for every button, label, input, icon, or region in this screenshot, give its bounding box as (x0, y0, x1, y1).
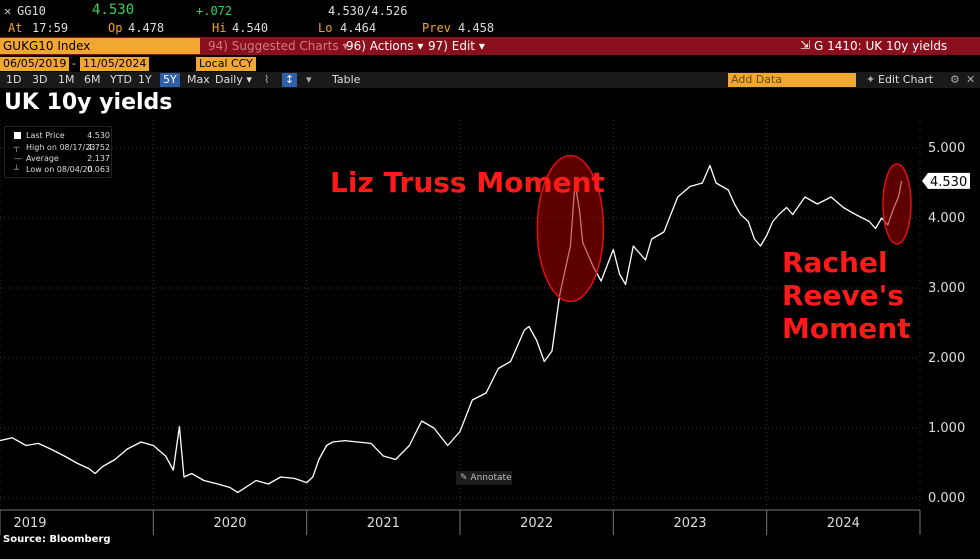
high-value: 4.540 (232, 21, 269, 35)
quote-header: ✕ GG10 4.530 +.072 4.530/4.526 At 17:59 … (0, 0, 980, 36)
bid-ask: 4.530/4.526 (328, 4, 408, 18)
chevron-down-icon[interactable]: ▾ (306, 73, 312, 86)
legend-avg-value: 2.137 (87, 154, 110, 163)
y-tick-label: 5.000 (928, 141, 965, 156)
currency-select[interactable]: Local CCY (196, 57, 256, 71)
legend-last-value: 4.530 (87, 131, 110, 140)
open-value: 4.478 (128, 21, 165, 35)
annotation-ellipse-truss (536, 154, 605, 303)
period-bar: 1D 3D 1M 6M YTD 1Y 5Y Max Daily ▾ ⌇ ↕ ▾ … (0, 72, 980, 88)
legend-avg-row: — Average 2.137 (8, 153, 112, 164)
x-tick-label: 2024 (827, 516, 860, 531)
period-ytd[interactable]: YTD (110, 73, 132, 86)
x-tick-label: 2022 (520, 516, 553, 531)
yield-series-line (0, 164, 903, 494)
y-tick-label: 3.000 (928, 281, 965, 296)
range-dash: - (72, 57, 76, 70)
star-icon[interactable]: ✦ (866, 73, 876, 86)
edit-chart-button[interactable]: Edit Chart (878, 73, 934, 86)
legend-high-value: 4.752 (87, 143, 110, 152)
export-icon[interactable]: ⇲ (800, 38, 811, 52)
date-range-bar: 06/05/2019 - 11/05/2024 Local CCY (0, 56, 980, 72)
annotate-label: Annotate (470, 473, 512, 483)
chart-title: UK 10y yields (4, 90, 173, 115)
line-chart-icon[interactable]: ⌇ (264, 73, 270, 86)
settings-icon[interactable]: ⚙ (950, 73, 960, 86)
period-1m[interactable]: 1M (58, 73, 75, 86)
ticker: GG10 (17, 4, 46, 18)
close-icon[interactable]: ✕ (4, 4, 12, 18)
open-label: Op (108, 21, 123, 35)
annotate-button[interactable]: ✎ Annotate (456, 471, 512, 485)
high-label: Hi (212, 21, 227, 35)
time-label: At (8, 21, 23, 35)
frequency-select[interactable]: Daily ▾ (215, 73, 252, 86)
annotation-rachel-reeves: Rachel Reeve's Moment (782, 246, 911, 345)
prev-value: 4.458 (458, 21, 495, 35)
period-3d[interactable]: 3D (32, 73, 48, 86)
pencil-icon: ✎ (460, 473, 468, 483)
legend-low-row: ┴ Low on 08/04/20 0.063 (8, 164, 112, 175)
chart-id: G 1410: UK 10y yields (814, 39, 948, 53)
legend-avg-label: Average (26, 154, 59, 163)
x-tick-label: 2020 (213, 516, 246, 531)
period-5y[interactable]: 5Y (160, 73, 180, 87)
suggested-charts-menu[interactable]: 94) Suggested Charts ▾ (208, 39, 349, 53)
last-price: 4.530 (92, 2, 135, 18)
add-data-input[interactable]: Add Data (728, 73, 856, 87)
legend-last-label: Last Price (26, 131, 65, 140)
edit-menu[interactable]: 97) Edit ▾ (428, 39, 485, 53)
legend-low-label: Low on 08/04/20 (26, 165, 93, 174)
x-tick-label: 2021 (367, 516, 400, 531)
close-panel-icon[interactable]: ✕ (966, 73, 976, 86)
time-value: 17:59 (32, 21, 69, 35)
average-marker-icon: — (14, 154, 22, 163)
period-max[interactable]: Max (187, 73, 210, 86)
last-value-label: 4.530 (930, 175, 967, 190)
annotation-liz-truss: Liz Truss Moment (330, 166, 605, 199)
annotation-ellipse-reeves (882, 163, 912, 245)
y-tick-label: 1.000 (928, 421, 965, 436)
y-tick-label: 2.000 (928, 351, 965, 366)
end-date-input[interactable]: 11/05/2024 (80, 57, 150, 71)
low-label: Lo (318, 21, 333, 35)
chart-style-icon[interactable]: ↕ (282, 73, 298, 87)
start-date-input[interactable]: 06/05/2019 (0, 57, 70, 71)
x-tick-label: 2023 (673, 516, 706, 531)
y-tick-label: 4.000 (928, 211, 965, 226)
x-tick-label: 2019 (13, 516, 46, 531)
low-marker-icon: ┴ (14, 165, 19, 174)
legend-last-row: Last Price 4.530 (8, 130, 112, 141)
last-value-box (922, 172, 970, 189)
legend-swatch (14, 132, 21, 139)
y-tick-label: 0.000 (928, 491, 965, 506)
legend-low-value: 0.063 (87, 165, 110, 174)
period-6m[interactable]: 6M (84, 73, 101, 86)
low-value: 4.464 (340, 21, 377, 35)
actions-menu[interactable]: 96) Actions ▾ (346, 39, 424, 53)
table-button[interactable]: Table (332, 73, 361, 86)
security-field[interactable]: GUKG10 Index (0, 38, 200, 54)
prev-label: Prev (422, 21, 451, 35)
period-1y[interactable]: 1Y (138, 73, 152, 86)
source-note: Source: Bloomberg (3, 534, 111, 545)
period-1d[interactable]: 1D (6, 73, 22, 86)
price-change: +.072 (196, 4, 233, 18)
function-toolbar: GUKG10 Index 94) Suggested Charts ▾ 96) … (0, 37, 980, 55)
